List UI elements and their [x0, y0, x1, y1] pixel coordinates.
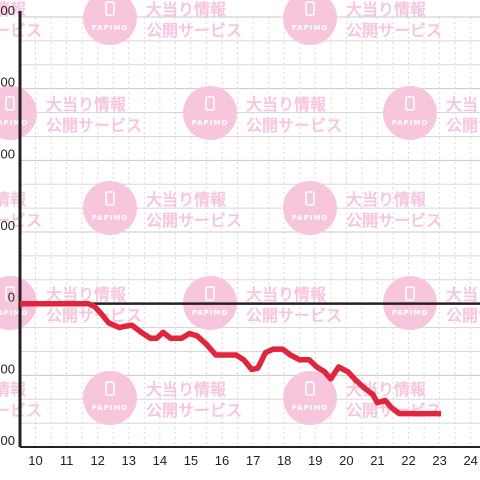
y-tick-label: -3,000	[0, 361, 15, 376]
watermark-badge-label: PAPIMO	[392, 119, 429, 127]
watermark-title-line1: 大当り情報	[146, 380, 227, 399]
x-tick-label: 23	[432, 453, 446, 468]
y-tick-label: 0	[8, 290, 15, 305]
watermark-badge-label: PAPIMO	[292, 214, 329, 222]
watermark-title-line1: 大当り情報	[146, 190, 227, 209]
watermark-title-line1: 大当り情報	[146, 0, 227, 19]
x-tick-label: 21	[370, 453, 384, 468]
watermark-badge-icon	[283, 0, 337, 45]
watermark-badge-label: PAPIMO	[92, 24, 129, 32]
tick-labels: 12,000 9,000 6,000 3,000 0 -3,000 -6,000 10 11 12…	[0, 3, 478, 468]
watermark-badge-label: PAPIMO	[292, 24, 329, 32]
watermark-title-line2: 公開サービス	[146, 401, 242, 420]
axes	[18, 11, 480, 448]
watermark-title-line2: 公開サービス	[346, 211, 442, 230]
watermark-title-line2: 公開サービス	[446, 116, 480, 135]
watermark-badge-label: PAPIMO	[0, 119, 28, 127]
phone-icon	[105, 381, 115, 396]
x-tick-label: 12	[90, 453, 104, 468]
watermark-badge-icon	[0, 86, 37, 140]
phone-icon	[205, 286, 215, 301]
x-tick-label: 17	[246, 453, 260, 468]
x-tick-label: 11	[60, 453, 74, 468]
y-tick-label: 12,000	[0, 3, 15, 18]
watermark-title-line2: 公開サービス	[346, 21, 442, 40]
watermark-title-line2: 公開サービス	[246, 116, 342, 135]
phone-icon	[5, 96, 15, 111]
phone-icon	[405, 96, 415, 111]
y-tick-label: 6,000	[0, 146, 15, 161]
watermark-title-line1: 大当り情報	[0, 190, 27, 209]
watermark-title-line1: 大当り情報	[246, 285, 327, 304]
series-line	[20, 300, 442, 417]
watermark-badge-label: PAPIMO	[92, 214, 129, 222]
phone-icon	[305, 381, 315, 396]
watermark-title-line1: 大当り情報	[446, 285, 480, 304]
y-tick-label: 3,000	[0, 218, 15, 233]
x-tick-label: 22	[401, 453, 415, 468]
watermark-title-line1: 大当り情報	[346, 190, 427, 209]
x-tick-label: 18	[277, 453, 291, 468]
watermark-badge-label: PAPIMO	[392, 309, 429, 317]
watermark-badge-label: PAPIMO	[192, 309, 229, 317]
watermark-title-line2: 公開サービス	[146, 211, 242, 230]
watermark-badge-icon	[83, 371, 137, 425]
watermark-badge-label: PAPIMO	[192, 119, 229, 127]
y-tick-label: 9,000	[0, 75, 15, 90]
watermark-badge-icon	[183, 86, 237, 140]
watermark-badge-icon	[383, 86, 437, 140]
watermark-title-line2: 公開サービス	[46, 116, 142, 135]
watermark-badge-label: PAPIMO	[0, 309, 28, 317]
x-tick-label: 14	[153, 453, 167, 468]
watermark-title-line2: 公開サービス	[446, 306, 480, 325]
watermark-badge-icon	[83, 181, 137, 235]
phone-icon	[205, 96, 215, 111]
x-tick-label: 24	[463, 453, 477, 468]
watermark-title-line2: 公開サービス	[146, 21, 242, 40]
phone-icon	[305, 191, 315, 206]
watermark-title-line1: 大当り情報	[446, 95, 480, 114]
watermark-badge-icon	[283, 181, 337, 235]
series-layer	[20, 300, 442, 417]
phone-icon	[5, 286, 15, 301]
x-tick-label: 16	[215, 453, 229, 468]
watermark-badge-icon	[0, 276, 37, 330]
watermark-title-line1: 大当り情報	[46, 95, 127, 114]
watermark-title-line2: 公開サービス	[246, 306, 342, 325]
watermark-badge-label: PAPIMO	[292, 404, 329, 412]
x-tick-label: 20	[339, 453, 353, 468]
x-tick-label: 15	[184, 453, 198, 468]
phone-icon	[105, 1, 115, 16]
watermark-title-line1: 大当り情報	[346, 0, 427, 19]
watermark-title-line1: 大当り情報	[246, 95, 327, 114]
x-tick-label: 13	[122, 453, 136, 468]
watermark-badge-icon	[83, 0, 137, 45]
x-tick-label: 19	[308, 453, 322, 468]
phone-icon	[405, 286, 415, 301]
watermark-title-line2: 公開サービス	[46, 306, 142, 325]
phone-icon	[105, 191, 115, 206]
y-tick-label: -6,000	[0, 433, 15, 448]
watermark-badge-icon	[283, 371, 337, 425]
watermark-title-line1: 大当り情報	[46, 285, 127, 304]
watermark-layer: PAPIMO大当り情報公開サービスPAPIMO大当り情報公開サービスPAPIMO…	[0, 0, 480, 425]
watermark-title-line1: 大当り情報	[346, 380, 427, 399]
phone-icon	[305, 1, 315, 16]
x-tick-label: 10	[28, 453, 42, 468]
watermark-title-line1: 大当り情報	[0, 380, 27, 399]
watermark-badge-label: PAPIMO	[92, 404, 129, 412]
